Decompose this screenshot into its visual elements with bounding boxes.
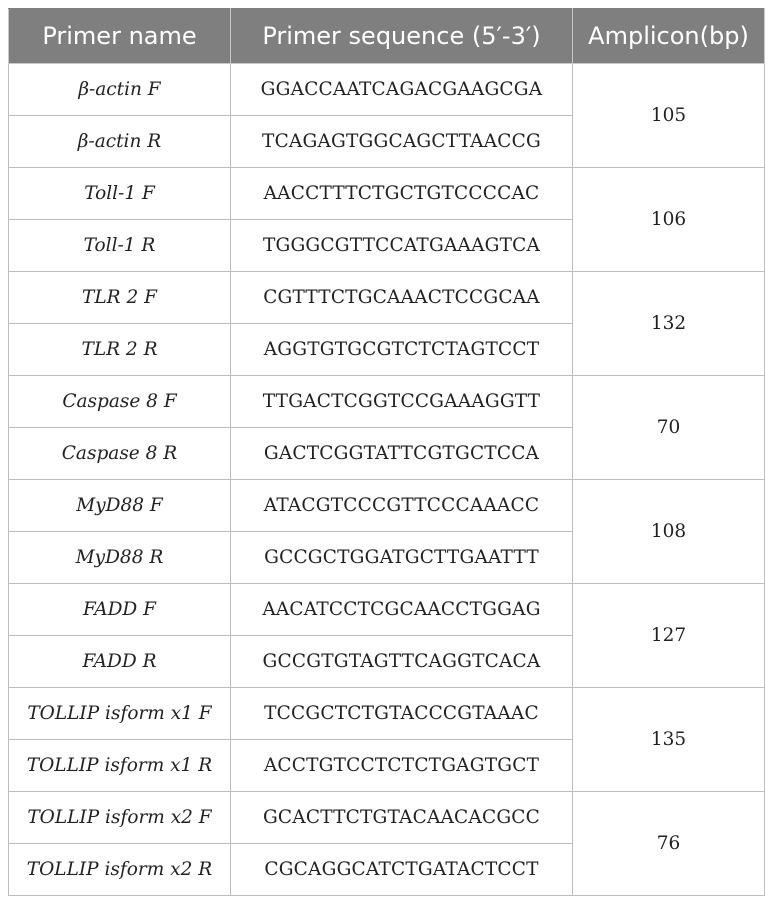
- header-primer-sequence: Primer sequence (5′-3′): [230, 8, 573, 64]
- primer-table: Primer name Primer sequence (5′-3′) Ampl…: [8, 8, 765, 896]
- table-row: TLR 2 R AGGTGTGCGTCTCTAGTCCT: [8, 323, 765, 376]
- table-row: TOLLIP isform x1 R ACCTGTCCTCTCTGAGTGCT: [8, 739, 765, 792]
- table-row: MyD88 R GCCGCTGGATGCTTGAATTT: [8, 531, 765, 584]
- table-row: FADD R GCCGTGTAGTTCAGGTCACA: [8, 635, 765, 688]
- amplicon-cell: 106: [572, 167, 765, 272]
- amplicon-cell: 76: [572, 791, 765, 896]
- primer-sequence-cell: GACTCGGTATTCGTGCTCCA: [230, 427, 573, 480]
- primer-sequence-cell: AGGTGTGCGTCTCTAGTCCT: [230, 323, 573, 376]
- table-row: Caspase 8 R GACTCGGTATTCGTGCTCCA: [8, 427, 765, 480]
- primer-name-cell: Caspase 8 F: [8, 375, 231, 428]
- primer-sequence-cell: CGTTTCTGCAAACTCCGCAA: [230, 271, 573, 324]
- header-amplicon: Amplicon(bp): [572, 8, 765, 64]
- primer-sequence-cell: AACATCCTCGCAACCTGGAG: [230, 583, 573, 636]
- amplicon-cell: 127: [572, 583, 765, 688]
- primer-sequence-cell: GCACTTCTGTACAACACGCC: [230, 791, 573, 844]
- primer-name-cell: TLR 2 R: [8, 323, 231, 376]
- table-row: TOLLIP isform x2 R CGCAGGCATCTGATACTCCT: [8, 843, 765, 896]
- primer-name-cell: MyD88 F: [8, 479, 231, 532]
- primer-name-cell: FADD R: [8, 635, 231, 688]
- primer-sequence-cell: TTGACTCGGTCCGAAAGGTT: [230, 375, 573, 428]
- amplicon-cell: 132: [572, 271, 765, 376]
- amplicon-cell: 105: [572, 63, 765, 168]
- primer-name-cell: Toll-1 R: [8, 219, 231, 272]
- primer-name-cell: FADD F: [8, 583, 231, 636]
- primer-sequence-cell: TCAGAGTGGCAGCTTAACCG: [230, 115, 573, 168]
- table-row: MyD88 F ATACGTCCCGTTCCCAAACC 108: [8, 479, 765, 584]
- table-row: β-actin F GGACCAATCAGACGAAGCGA 105: [8, 63, 765, 168]
- primer-name-cell: TOLLIP isform x1 R: [8, 739, 231, 792]
- table-row: Caspase 8 F TTGACTCGGTCCGAAAGGTT 70: [8, 375, 765, 480]
- primer-sequence-cell: CGCAGGCATCTGATACTCCT: [230, 843, 573, 896]
- table-row: Toll-1 F AACCTTTCTGCTGTCCCCAC 106: [8, 167, 765, 272]
- amplicon-cell: 108: [572, 479, 765, 584]
- primer-sequence-cell: TGGGCGTTCCATGAAAGTCA: [230, 219, 573, 272]
- primer-name-cell: Toll-1 F: [8, 167, 231, 220]
- primer-name-cell: TOLLIP isform x2 R: [8, 843, 231, 896]
- amplicon-cell: 70: [572, 375, 765, 480]
- table-row: TOLLIP isform x1 F TCCGCTCTGTACCCGTAAAC …: [8, 687, 765, 792]
- primer-table-container: Primer name Primer sequence (5′-3′) Ampl…: [8, 8, 765, 896]
- primer-name-cell: β-actin R: [8, 115, 231, 168]
- primer-name-cell: TOLLIP isform x1 F: [8, 687, 231, 740]
- header-row: Primer name Primer sequence (5′-3′) Ampl…: [8, 8, 765, 64]
- primer-sequence-cell: ATACGTCCCGTTCCCAAACC: [230, 479, 573, 532]
- primer-sequence-cell: GGACCAATCAGACGAAGCGA: [230, 63, 573, 116]
- primer-sequence-cell: GCCGTGTAGTTCAGGTCACA: [230, 635, 573, 688]
- table-row: β-actin R TCAGAGTGGCAGCTTAACCG: [8, 115, 765, 168]
- primer-sequence-cell: ACCTGTCCTCTCTGAGTGCT: [230, 739, 573, 792]
- amplicon-cell: 135: [572, 687, 765, 792]
- table-row: FADD F AACATCCTCGCAACCTGGAG 127: [8, 583, 765, 688]
- table-row: TLR 2 F CGTTTCTGCAAACTCCGCAA 132: [8, 271, 765, 376]
- primer-sequence-cell: GCCGCTGGATGCTTGAATTT: [230, 531, 573, 584]
- primer-name-cell: Caspase 8 R: [8, 427, 231, 480]
- table-row: TOLLIP isform x2 F GCACTTCTGTACAACACGCC …: [8, 791, 765, 896]
- header-primer-name: Primer name: [8, 8, 231, 64]
- primer-name-cell: MyD88 R: [8, 531, 231, 584]
- primer-sequence-cell: AACCTTTCTGCTGTCCCCAC: [230, 167, 573, 220]
- primer-sequence-cell: TCCGCTCTGTACCCGTAAAC: [230, 687, 573, 740]
- table-row: Toll-1 R TGGGCGTTCCATGAAAGTCA: [8, 219, 765, 272]
- primer-name-cell: TLR 2 F: [8, 271, 231, 324]
- primer-name-cell: β-actin F: [8, 63, 231, 116]
- primer-name-cell: TOLLIP isform x2 F: [8, 791, 231, 844]
